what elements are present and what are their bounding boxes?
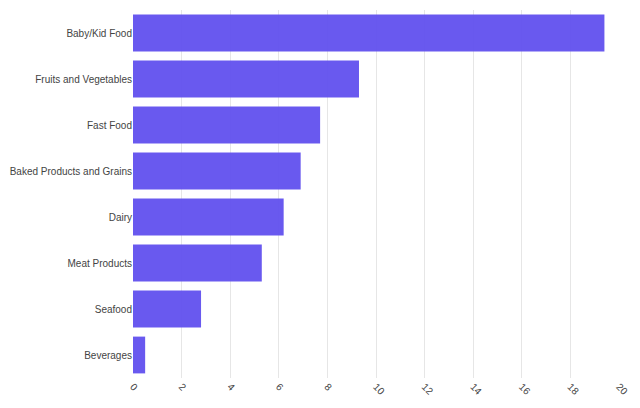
svg-text:2: 2 [177, 381, 189, 393]
svg-text:16: 16 [517, 381, 533, 397]
svg-text:20: 20 [614, 381, 630, 397]
svg-text:14: 14 [468, 381, 484, 397]
svg-text:Meat Products: Meat Products [68, 258, 132, 269]
svg-text:Fruits and Vegetables: Fruits and Vegetables [35, 74, 132, 85]
svg-text:4: 4 [225, 381, 237, 393]
svg-text:10: 10 [371, 381, 387, 397]
svg-text:Baked Products and Grains: Baked Products and Grains [10, 166, 132, 177]
svg-text:8: 8 [322, 381, 334, 393]
svg-text:0: 0 [128, 381, 140, 393]
svg-text:Seafood: Seafood [95, 304, 132, 315]
svg-text:Beverages: Beverages [84, 350, 132, 361]
svg-text:6: 6 [274, 381, 286, 393]
svg-text:18: 18 [565, 381, 581, 397]
svg-text:Baby/Kid Food: Baby/Kid Food [66, 28, 132, 39]
svg-text:12: 12 [420, 381, 436, 397]
svg-text:Fast Food: Fast Food [87, 120, 132, 131]
svg-text:Dairy: Dairy [109, 212, 132, 223]
